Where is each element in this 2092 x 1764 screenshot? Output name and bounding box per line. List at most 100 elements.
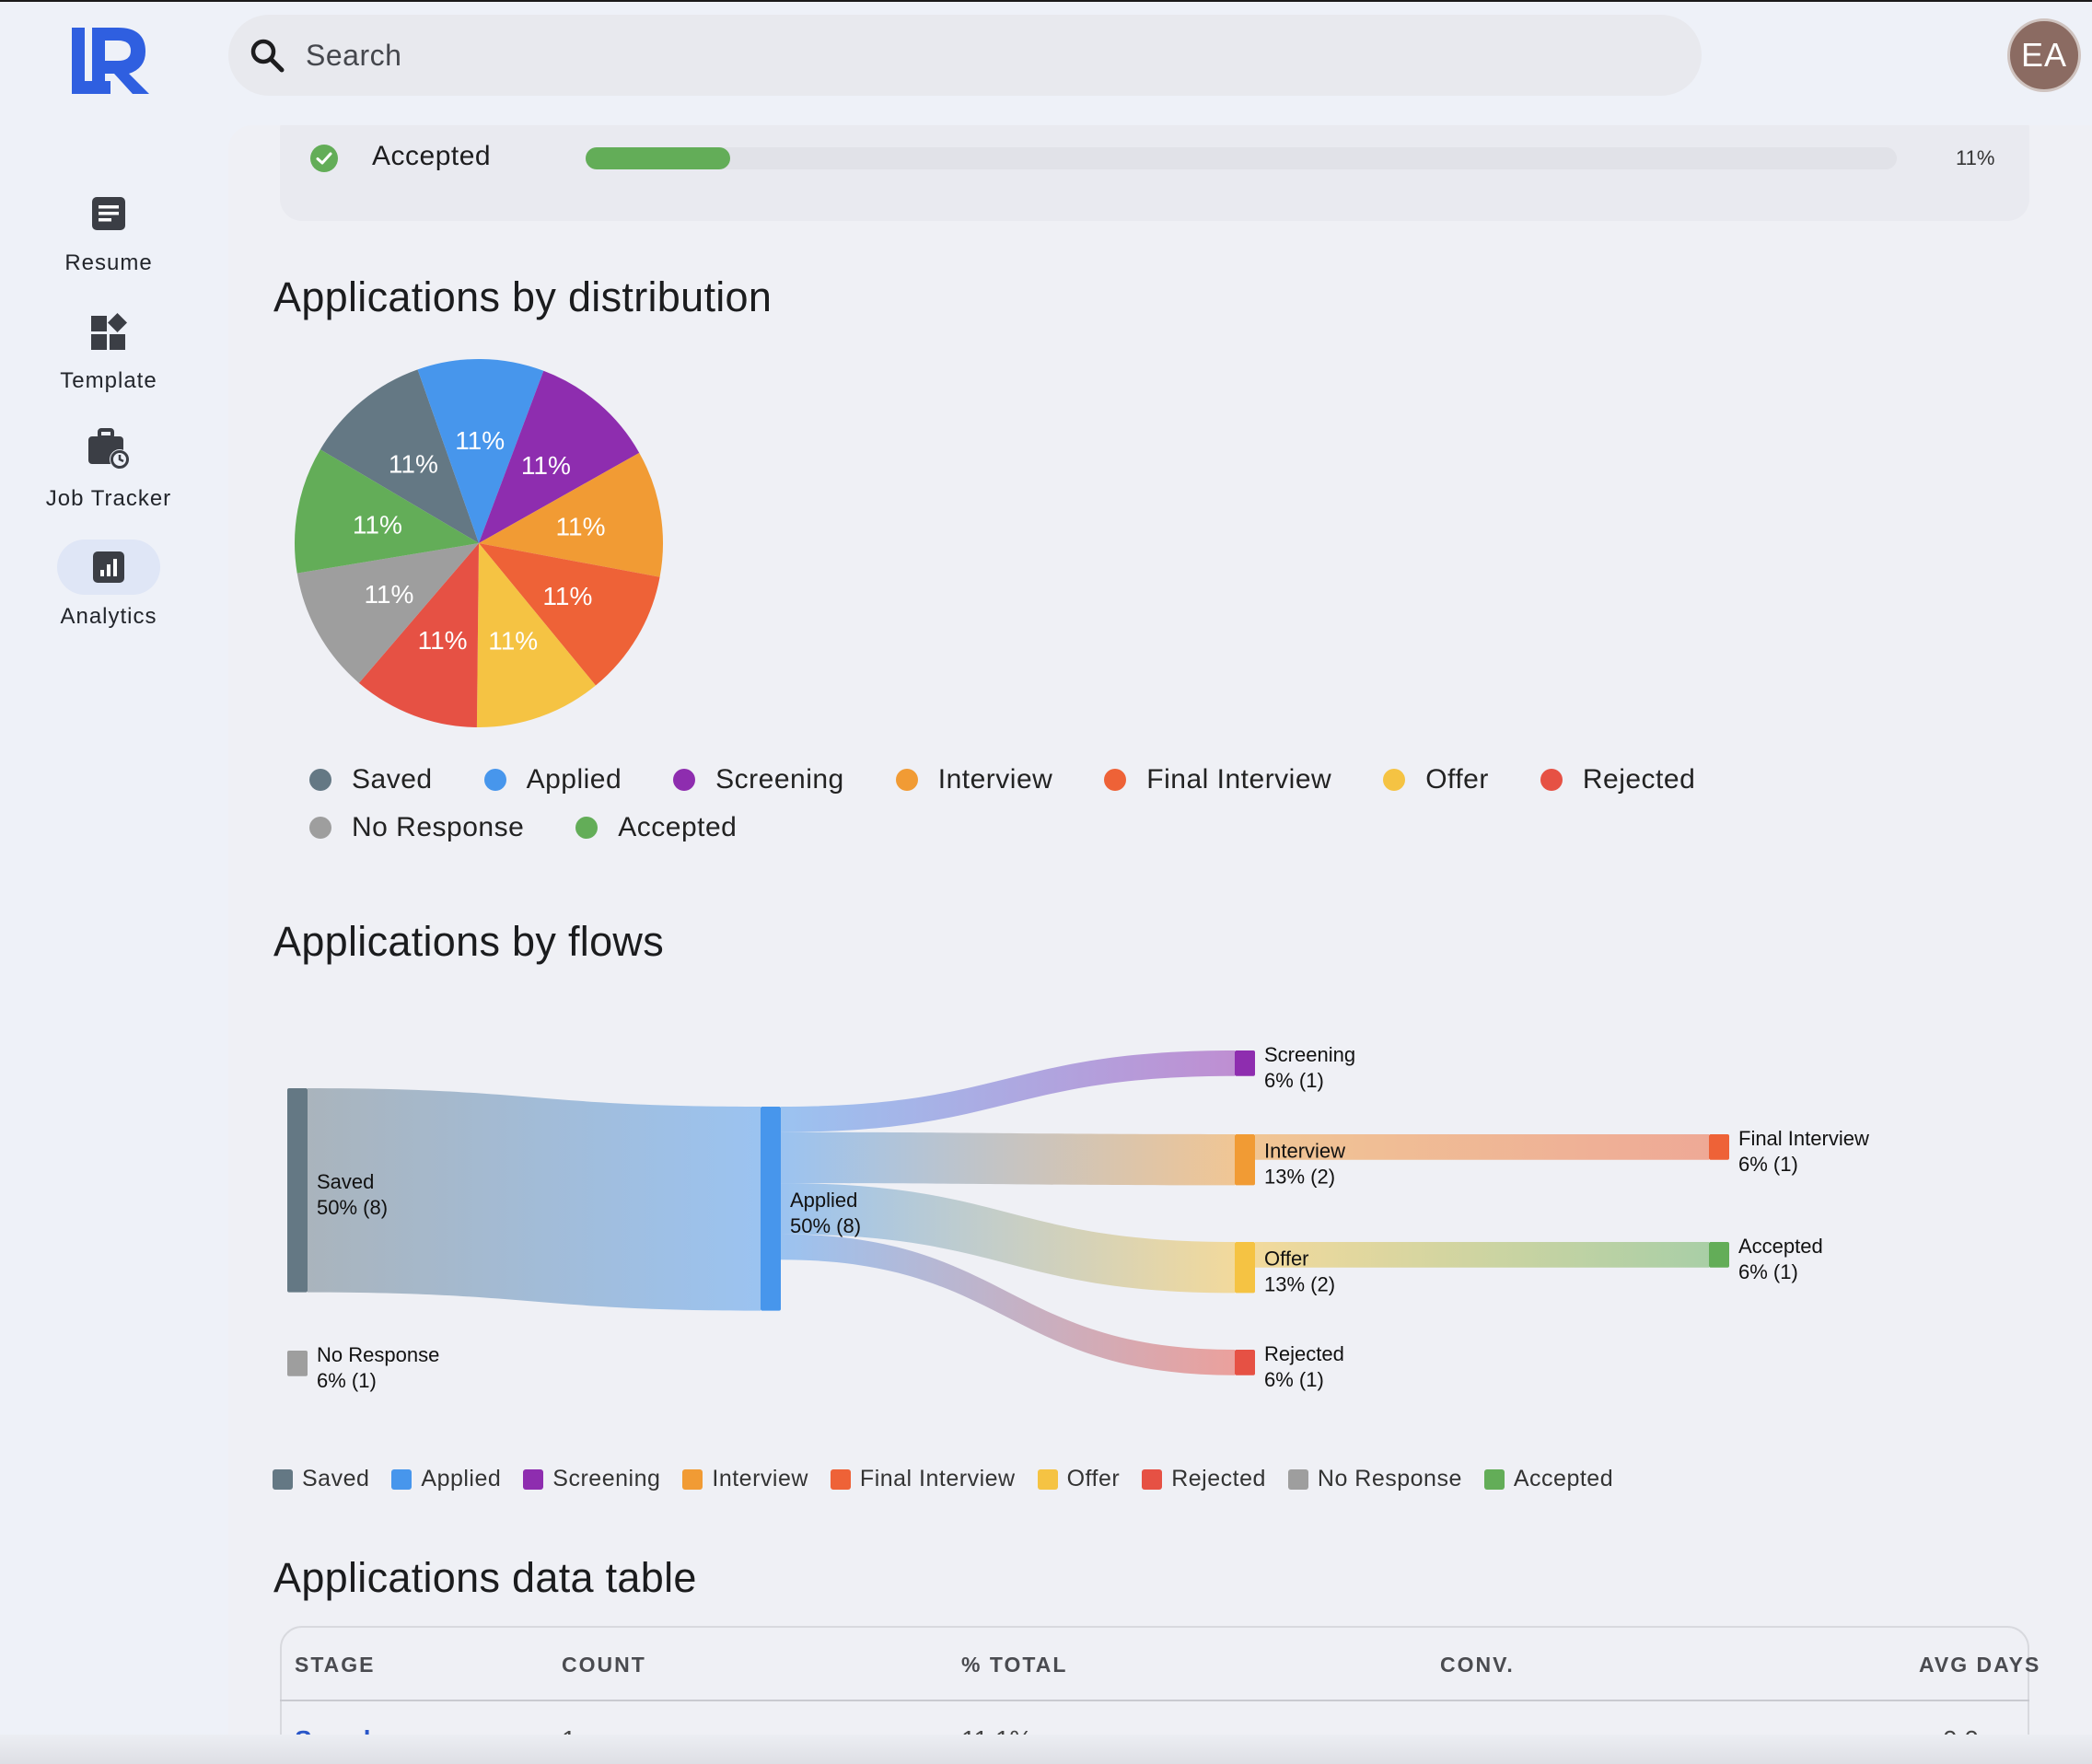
- legend-swatch: [1104, 769, 1127, 791]
- flow-legend-item-final-interview[interactable]: Final Interview: [830, 1466, 1016, 1492]
- sankey-node-accepted[interactable]: [1709, 1242, 1729, 1268]
- legend-label: Final Interview: [859, 1466, 1016, 1491]
- pie-slice-applied[interactable]: [417, 359, 544, 543]
- sankey-node-applied[interactable]: [761, 1107, 781, 1311]
- legend-label: Screening: [715, 764, 844, 795]
- legend-item-no-response[interactable]: No Response: [295, 812, 524, 843]
- sankey-link-saved-to-applied[interactable]: [308, 1088, 761, 1311]
- sidebar-item-analytics[interactable]: Analytics: [26, 540, 192, 630]
- sankey-node-final-interview[interactable]: [1709, 1134, 1729, 1160]
- legend-swatch: [309, 769, 331, 791]
- legend-item-rejected[interactable]: Rejected: [1526, 764, 1695, 795]
- pie-slice-offer[interactable]: [476, 543, 596, 727]
- legend-swatch: [682, 1468, 703, 1490]
- flow-legend-item-offer[interactable]: Offer: [1037, 1466, 1121, 1492]
- pie-slice-label: 11%: [488, 627, 538, 656]
- user-avatar[interactable]: EA: [2007, 18, 2081, 92]
- sankey-node-saved[interactable]: [287, 1088, 308, 1293]
- sidebar-item-label: Analytics: [60, 604, 157, 629]
- pie-slice-saved[interactable]: [320, 369, 479, 543]
- flow-legend-item-rejected[interactable]: Rejected: [1142, 1466, 1266, 1492]
- flow-legend-item-applied[interactable]: Applied: [391, 1466, 501, 1492]
- sankey-link-applied-to-rejected[interactable]: [781, 1234, 1235, 1375]
- sankey-node-value: 13% (2): [1264, 1166, 1335, 1189]
- legend-label: Interview: [712, 1466, 808, 1491]
- sankey-node-name: Rejected: [1264, 1342, 1344, 1365]
- sankey-node-screening[interactable]: [1235, 1050, 1255, 1076]
- legend-swatch: [273, 1468, 293, 1490]
- table-header-conv[interactable]: CONV.: [1440, 1653, 1515, 1677]
- sankey-link-offer-to-accepted[interactable]: [1255, 1242, 1709, 1268]
- sankey-node-value: 6% (1): [1738, 1260, 1798, 1283]
- check-circle-icon: [310, 145, 338, 172]
- legend-swatch: [1037, 1468, 1058, 1490]
- legend-item-interview[interactable]: Interview: [881, 764, 1053, 795]
- sankey-node-interview[interactable]: [1235, 1134, 1255, 1186]
- table-title: Applications data table: [273, 1554, 697, 1601]
- pie-slice-label: 11%: [389, 449, 438, 478]
- flow-legend-item-interview[interactable]: Interview: [682, 1466, 808, 1492]
- legend-item-offer[interactable]: Offer: [1368, 764, 1489, 795]
- sankey-link-applied-to-interview[interactable]: [781, 1132, 1235, 1186]
- sankey-link-applied-to-screening[interactable]: [781, 1050, 1235, 1132]
- table-header-avg-days[interactable]: AVG DAYS: [1919, 1653, 2041, 1677]
- sidebar-item-label: Job Tracker: [45, 486, 172, 511]
- app-logo[interactable]: [66, 24, 155, 98]
- briefcase-clock-icon: [57, 422, 160, 477]
- pie-slice-rejected[interactable]: [358, 543, 479, 727]
- sankey-link-interview-to-final-interview[interactable]: [1255, 1134, 1709, 1160]
- legend-label: Interview: [937, 764, 1053, 795]
- sankey-node-value: 6% (1): [1264, 1368, 1324, 1391]
- legend-item-saved[interactable]: Saved: [295, 764, 433, 795]
- sankey-node-value: 6% (1): [317, 1369, 377, 1392]
- legend-item-applied[interactable]: Applied: [470, 764, 622, 795]
- legend-swatch: [1287, 1468, 1308, 1490]
- legend-item-accepted[interactable]: Accepted: [561, 812, 737, 843]
- sankey-node-name: Final Interview: [1738, 1127, 1869, 1150]
- sankey-node-name: Saved: [317, 1170, 374, 1193]
- pie-slice-no-response[interactable]: [296, 543, 479, 683]
- flow-legend-item-screening[interactable]: Screening: [523, 1466, 660, 1492]
- flow-legend-item-saved[interactable]: Saved: [273, 1466, 369, 1492]
- legend-swatch: [673, 769, 696, 791]
- search-bar[interactable]: [228, 15, 1702, 96]
- sidebar-item-template[interactable]: Template: [26, 304, 192, 394]
- flow-legend-item-accepted[interactable]: Accepted: [1483, 1466, 1613, 1492]
- search-input[interactable]: [306, 38, 1595, 73]
- pie-slice-label: 11%: [556, 513, 606, 541]
- sankey-node-offer[interactable]: [1235, 1242, 1255, 1294]
- table-header-count[interactable]: COUNT: [562, 1653, 646, 1677]
- sankey-node-value: 13% (2): [1264, 1273, 1335, 1296]
- pie-slice-accepted[interactable]: [295, 449, 479, 574]
- sankey-legend: Saved Applied Screening Interview Final Inte…: [273, 1466, 1635, 1492]
- sankey-link-applied-to-offer[interactable]: [781, 1183, 1235, 1294]
- pie-chart: 11%11%11%11%11%11%11%11%11%: [295, 359, 663, 727]
- sidebar-item-resume[interactable]: Resume: [26, 186, 192, 276]
- pie-slice-final-interview[interactable]: [479, 543, 660, 686]
- pie-slice-screening[interactable]: [479, 370, 640, 543]
- sankey-node-rejected[interactable]: [1235, 1350, 1255, 1375]
- sankey-node-name: Interview: [1264, 1140, 1345, 1163]
- table-header-stage[interactable]: STAGE: [295, 1653, 376, 1677]
- sankey-node-name: Accepted: [1738, 1235, 1823, 1258]
- legend-swatch: [391, 1468, 413, 1490]
- bottom-fade: [0, 1735, 2092, 1764]
- sidebar-item-job-tracker[interactable]: Job Tracker: [26, 422, 192, 512]
- sankey-node-value: 50% (8): [790, 1214, 861, 1237]
- legend-label: Saved: [352, 764, 433, 795]
- pie-slice-label: 11%: [364, 580, 413, 609]
- legend-swatch: [309, 817, 331, 839]
- pie-slice-interview[interactable]: [479, 452, 663, 577]
- legend-label: Offer: [1066, 1466, 1121, 1491]
- progress-track: [586, 147, 1897, 169]
- sankey-node-no-response[interactable]: [287, 1351, 308, 1376]
- legend-item-final-interview[interactable]: Final Interview: [1089, 764, 1331, 795]
- flow-legend-item-no-response[interactable]: No Response: [1287, 1466, 1462, 1492]
- legend-swatch: [483, 769, 506, 791]
- pie-slice-label: 11%: [542, 582, 592, 610]
- legend-label: Screening: [552, 1466, 661, 1491]
- legend-item-screening[interactable]: Screening: [658, 764, 844, 795]
- table-header-pct-total[interactable]: % TOTAL: [961, 1653, 1068, 1677]
- sidebar-item-label: Resume: [64, 250, 153, 275]
